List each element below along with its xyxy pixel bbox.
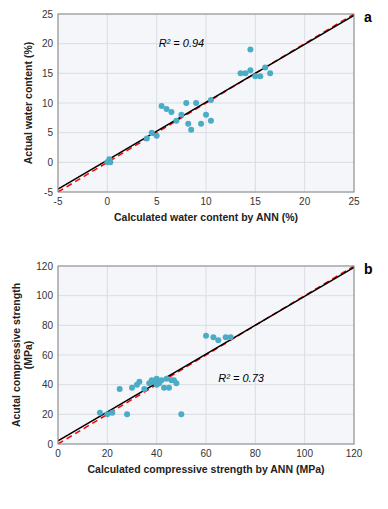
x-tick-label: 120 bbox=[346, 448, 363, 459]
point bbox=[173, 380, 179, 386]
y-tick-label: 20 bbox=[42, 409, 54, 420]
point bbox=[141, 386, 147, 392]
point bbox=[178, 411, 184, 417]
grid-line-y bbox=[58, 295, 354, 296]
point bbox=[193, 100, 199, 106]
fit-line bbox=[58, 267, 354, 441]
point bbox=[215, 337, 221, 343]
y-tick-label: 25 bbox=[42, 9, 54, 20]
point bbox=[109, 410, 115, 416]
x-tick-label: 25 bbox=[348, 196, 360, 207]
x-tick-label: 20 bbox=[102, 448, 114, 459]
x-tick-label: -5 bbox=[54, 196, 63, 207]
x-tick-label: 80 bbox=[250, 448, 262, 459]
point bbox=[203, 112, 209, 118]
data-area bbox=[58, 14, 354, 192]
point bbox=[107, 159, 113, 165]
y-tick-label: -5 bbox=[44, 187, 53, 198]
point bbox=[185, 121, 191, 127]
x-tick-label: 0 bbox=[105, 196, 111, 207]
fit-line bbox=[58, 15, 354, 189]
point bbox=[262, 64, 268, 70]
point bbox=[208, 118, 214, 124]
panel-title: a bbox=[364, 9, 372, 25]
grid-line-y bbox=[58, 73, 354, 74]
y-tick-label: 40 bbox=[42, 379, 54, 390]
x-tick-label: 40 bbox=[151, 448, 163, 459]
x-tick-label: 0 bbox=[55, 448, 61, 459]
point bbox=[247, 67, 253, 73]
grid bbox=[58, 14, 354, 192]
plot-frame bbox=[58, 14, 354, 192]
y-tick-label: 5 bbox=[47, 127, 53, 138]
point bbox=[136, 379, 142, 385]
y-axis-label: Actual water content (%) bbox=[22, 42, 34, 165]
panel: -5 0 5 10 15 20 25 -5 0 5 10 15 20 25 R² = 0.94 Calcula… bbox=[22, 9, 372, 224]
grid-line-y bbox=[58, 325, 354, 326]
grid bbox=[58, 266, 354, 444]
grid-line-y bbox=[58, 132, 354, 133]
y-tick-label: 60 bbox=[42, 350, 54, 361]
point bbox=[208, 97, 214, 103]
point bbox=[267, 70, 273, 76]
data-area bbox=[58, 266, 354, 444]
x-tick-label: 5 bbox=[154, 196, 160, 207]
point bbox=[198, 121, 204, 127]
x-tick-label: 10 bbox=[200, 196, 212, 207]
point bbox=[124, 411, 130, 417]
point bbox=[166, 385, 172, 391]
y-tick-label: 0 bbox=[47, 439, 53, 450]
grid-line-y bbox=[58, 384, 354, 385]
y-axis-label-line: Acutal compressive strength bbox=[10, 283, 22, 427]
x-tick-label: 15 bbox=[250, 196, 262, 207]
point bbox=[188, 127, 194, 133]
annotation: R² = 0.73 bbox=[218, 372, 264, 384]
y-tick-label: 0 bbox=[47, 157, 53, 168]
point bbox=[183, 100, 189, 106]
x-tick-label: 60 bbox=[200, 448, 212, 459]
plot-background bbox=[58, 14, 354, 192]
y-axis-label: Acutal compressive strength(MPa) bbox=[10, 283, 34, 427]
point bbox=[168, 109, 174, 115]
y-tick-label: 10 bbox=[42, 98, 54, 109]
y-tick-label: 100 bbox=[36, 290, 53, 301]
x-axis-label: Calculated water content by ANN (%) bbox=[114, 211, 298, 223]
annotation: R² = 0.94 bbox=[159, 37, 205, 49]
x-tick-label: 100 bbox=[296, 448, 313, 459]
point bbox=[144, 136, 150, 142]
point bbox=[247, 47, 253, 53]
y-tick-label: 20 bbox=[42, 38, 54, 49]
panel-title: b bbox=[364, 261, 373, 277]
plot-frame bbox=[58, 266, 354, 444]
y-axis-label-line: (MPa) bbox=[22, 341, 34, 370]
point bbox=[117, 386, 123, 392]
point bbox=[257, 73, 263, 79]
reference-line bbox=[58, 266, 354, 444]
plot-background bbox=[58, 266, 354, 444]
y-axis-label-line: Actual water content (%) bbox=[22, 42, 34, 165]
x-axis-label: Calculated compressive strength by ANN (… bbox=[87, 463, 324, 475]
point bbox=[154, 133, 160, 139]
grid-line-y bbox=[58, 43, 354, 44]
point bbox=[178, 112, 184, 118]
reference-line bbox=[58, 14, 354, 192]
point bbox=[97, 410, 103, 416]
point bbox=[203, 333, 209, 339]
y-tick-label: 80 bbox=[42, 320, 54, 331]
x-tick-label: 20 bbox=[299, 196, 311, 207]
y-tick-label: 15 bbox=[42, 68, 54, 79]
figure: -5 0 5 10 15 20 25 -5 0 5 10 15 20 25 R² = 0.94 Calcula… bbox=[0, 0, 388, 509]
panel: 0 20 40 60 80 100 120 0 20 40 60 80 100 120 R² = 0.73 C… bbox=[10, 261, 373, 476]
point bbox=[173, 118, 179, 124]
y-tick-label: 120 bbox=[36, 261, 53, 272]
point bbox=[228, 334, 234, 340]
